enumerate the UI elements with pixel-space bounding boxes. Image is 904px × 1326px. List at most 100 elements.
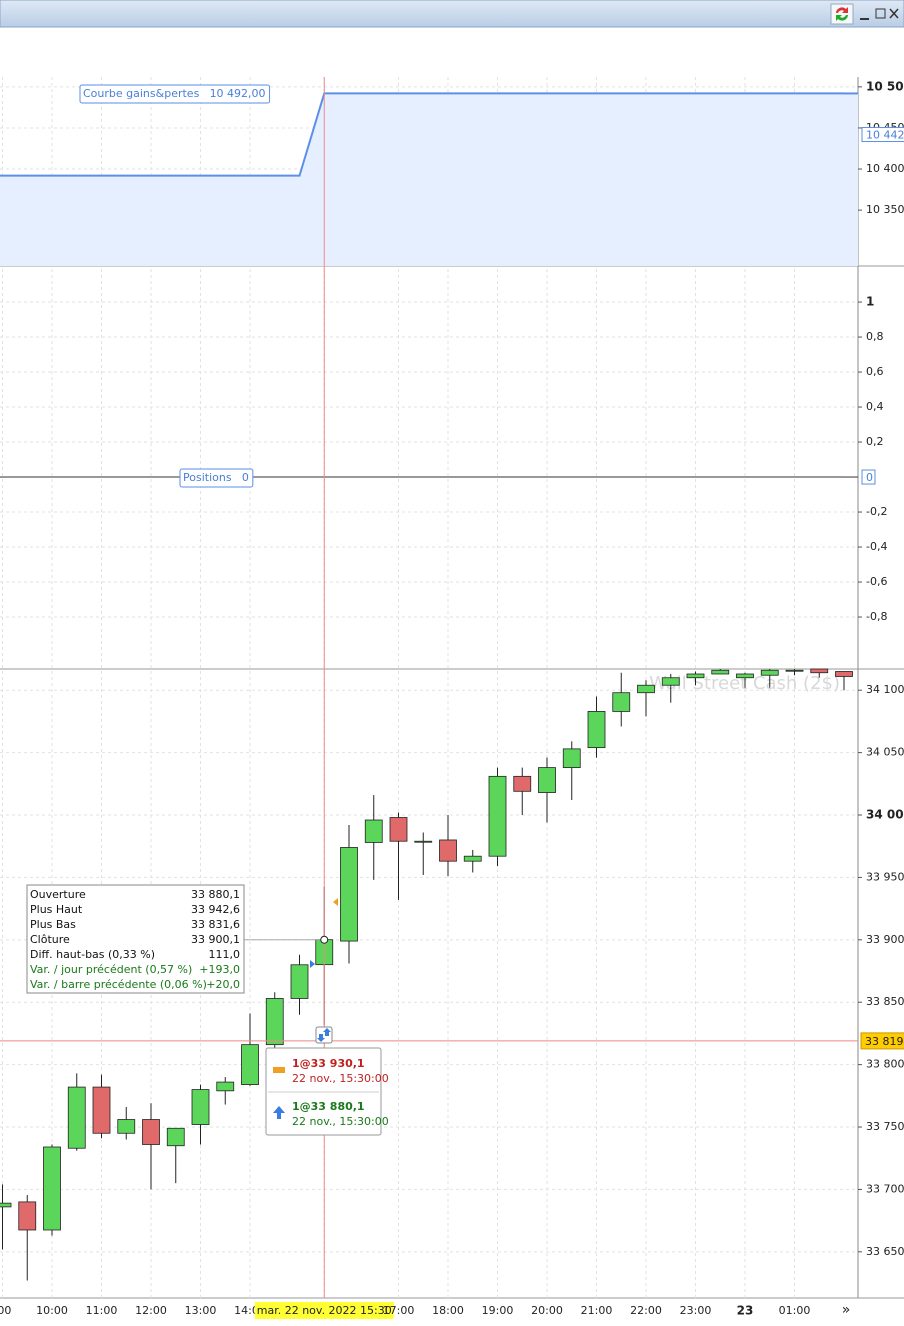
axis-marker-label: 0 [866, 471, 873, 484]
candle-body [216, 1081, 235, 1092]
candle-body [364, 819, 383, 843]
y-tick-label: 33 950 [866, 870, 904, 883]
tooltip-label: Ouverture [30, 888, 86, 901]
x-tick-label: 21:00 [581, 1304, 613, 1317]
y-tick-label: 0,4 [866, 400, 884, 413]
series-label-box [179, 468, 254, 488]
y-tick-label: 33 700 [866, 1182, 904, 1195]
cursor-label-bg [860, 1032, 904, 1050]
candle-body [166, 1127, 185, 1147]
tooltip-label: Var. / jour précédent (0,57 %) [30, 963, 192, 976]
x-tick-label: 23 [737, 1304, 754, 1318]
tooltip-value: 33 880,1 [191, 888, 240, 901]
candle-body [711, 669, 730, 675]
y-tick-label: 33 900 [866, 933, 904, 946]
tooltip-label: Diff. haut-bas (0,33 %) [30, 948, 155, 961]
tooltip-value: +193,0 [199, 963, 240, 976]
series-label-value: 10 492,00 [210, 87, 266, 100]
candle-body [686, 673, 705, 679]
candle-body [463, 855, 482, 862]
candle-body [785, 669, 804, 672]
axis-marker-box [861, 469, 876, 485]
tooltip-box [26, 884, 245, 994]
candle-body [637, 684, 655, 694]
y-tick-label: 33 800 [866, 1058, 904, 1071]
tooltip-label: Clôture [30, 933, 70, 946]
y-tick-label: 10 500 [866, 79, 904, 93]
y-tick-label: 1 [866, 295, 874, 309]
candle-body [67, 1086, 86, 1149]
candle-body [389, 817, 408, 842]
x-tick-label: 17:00 [383, 1304, 415, 1317]
candle-body [92, 1086, 111, 1134]
axis-marker-box [861, 127, 904, 143]
candle-body [587, 711, 606, 749]
candle-body [340, 847, 358, 942]
x-tick-label: 20:00 [531, 1304, 563, 1317]
candle-body [142, 1119, 160, 1145]
orders-popup: 1@33 930,1 22 nov., 15:30:00 1@33 880,1 22 … [265, 1047, 389, 1136]
y-tick-label: 34 050 [866, 746, 904, 759]
y-tick-label: 33 650 [866, 1245, 904, 1258]
y-tick-label: 33 850 [866, 995, 904, 1008]
order-icon-arrows [317, 1028, 331, 1042]
order-time: 22 nov., 15:30:00 [292, 1115, 389, 1128]
order-label: 1@33 880,1 [292, 1100, 365, 1113]
candle-body [265, 998, 284, 1046]
candle-body [810, 668, 829, 674]
area [2, 93, 844, 266]
series-label-name: Positions [183, 471, 232, 484]
x-tick-label: 23:00 [680, 1304, 712, 1317]
tooltip-value: 33 900,1 [191, 933, 240, 946]
x-cursor-label-bg [254, 1302, 394, 1319]
close-button[interactable] [889, 8, 899, 19]
x-tick-label: 10:00 [36, 1304, 68, 1317]
buy-marker [310, 960, 315, 968]
candle-body [661, 677, 680, 686]
scroll-button[interactable]: » [842, 1302, 851, 1318]
candle-body [290, 964, 309, 999]
x-tick-label: 13:00 [185, 1304, 217, 1317]
candle-body [439, 839, 457, 862]
close-marker [320, 935, 329, 944]
y-tick-label: 34 100 [866, 683, 904, 696]
candle-body [241, 1044, 259, 1085]
series-label: Positions 0 [179, 468, 254, 488]
x-tick-label: 01:00 [779, 1304, 811, 1317]
tooltip-label: Plus Haut [30, 903, 83, 916]
order-label: 1@33 930,1 [292, 1057, 365, 1070]
tooltip-label: Var. / barre précédente (0,06 %) [30, 978, 207, 991]
y-tick-label: -0,4 [866, 540, 887, 553]
order-time: 22 nov., 15:30:00 [292, 1072, 389, 1085]
candle-body [760, 669, 779, 676]
ohlc-tooltip: Ouverture 33 880,1 Plus Haut 33 942,6 Plus B… [26, 884, 245, 994]
y-tick-label: -0,6 [866, 575, 887, 588]
series-label-box [79, 84, 271, 104]
candle-body [117, 1119, 136, 1134]
x-tick-label: 22:00 [630, 1304, 662, 1317]
y-tick-label: 10 350 [866, 203, 904, 216]
candle-body [43, 1146, 61, 1231]
y-tick-label: 0,2 [866, 435, 884, 448]
maximize-button[interactable] [875, 8, 886, 19]
buy-icon [273, 1106, 285, 1119]
refresh-icon[interactable] [830, 3, 854, 25]
marks: Wall Street Cash (2$) [0, 92, 858, 1281]
x-tick-label: mar. 22 nov. 2022 15:30 [257, 1304, 392, 1317]
sell-marker [333, 898, 338, 906]
equity-line [2, 92, 844, 177]
candle-body [488, 775, 507, 857]
tooltip-value: +20,0 [206, 978, 240, 991]
tooltip-value: 111,0 [209, 948, 241, 961]
candle-body [18, 1201, 37, 1231]
cursor-label: 33 819,0 [865, 1035, 904, 1048]
candle-body [538, 767, 556, 793]
candle-body [0, 1202, 12, 1208]
candle-body [612, 692, 631, 712]
x-tick-label: 11:00 [86, 1304, 118, 1317]
tooltip-label: Plus Bas [30, 918, 76, 931]
order-icon [315, 1026, 333, 1044]
y-tick-label: 33 750 [866, 1120, 904, 1133]
